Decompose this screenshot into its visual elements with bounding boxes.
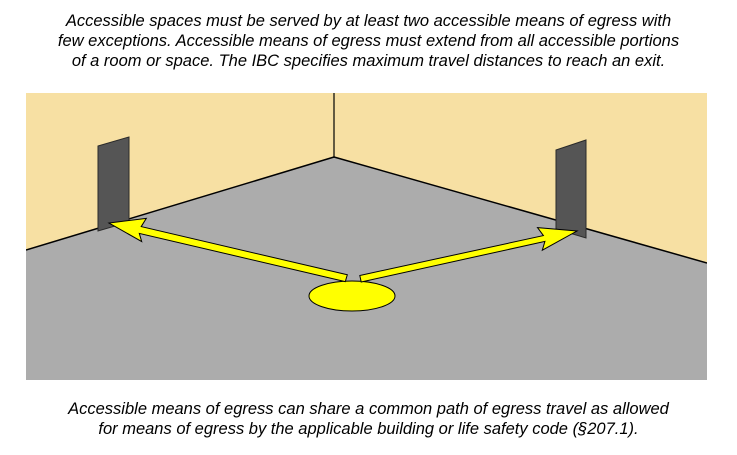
top-caption-line-1: Accessible spaces must be served by at l… [65,12,672,30]
top-caption: Accessible spaces must be served by at l… [0,11,737,71]
right-exit-door [555,139,587,239]
floor [26,157,707,380]
right-floor-edge [333,156,707,264]
left-exit-door [97,136,130,232]
egress-arrow-left [107,217,348,283]
common-path-origin [308,280,396,312]
bottom-caption-line-2: for means of egress by the applicable bu… [98,420,639,438]
left-floor-edge [26,156,335,251]
egress-arrow-right [359,227,579,283]
right-wall [334,93,707,263]
bottom-caption: Accessible means of egress can share a c… [0,399,737,439]
top-caption-line-3: of a room or space. The IBC specifies ma… [71,52,666,70]
top-caption-line-2: few exceptions. Accessible means of egre… [57,32,680,50]
bottom-caption-line-1: Accessible means of egress can share a c… [68,400,669,418]
room-corner-illustration [26,93,707,380]
